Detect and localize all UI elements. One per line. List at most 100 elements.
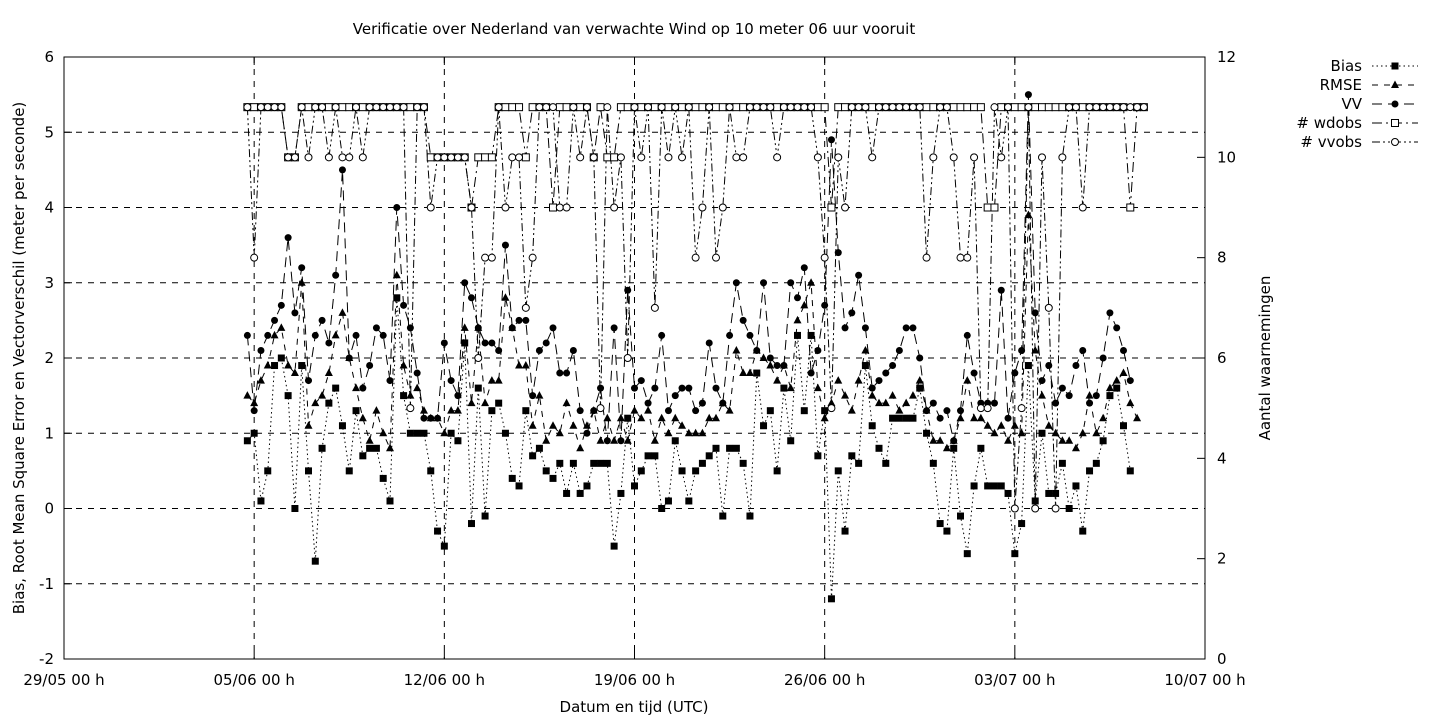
point-vv: [814, 346, 822, 354]
point-wdobs: [610, 153, 619, 162]
point-rmse: [419, 406, 428, 414]
point-bias: [495, 399, 503, 407]
legend-marker-vv: [1391, 100, 1399, 108]
point-vv: [855, 271, 863, 279]
point-vvobs: [766, 103, 775, 112]
point-wdobs: [827, 203, 836, 212]
point-vvobs: [1065, 103, 1074, 112]
point-vv: [1126, 377, 1134, 385]
point-vv: [902, 324, 910, 332]
y2-tick-label: 0: [1217, 650, 1227, 668]
y2-tick-label: 10: [1217, 148, 1236, 166]
point-vv: [732, 279, 740, 287]
point-bias: [454, 437, 462, 445]
point-vv: [868, 384, 876, 392]
point-rmse: [875, 398, 883, 407]
point-vv: [1079, 346, 1087, 354]
x-tick-label: 26/06 00 h: [784, 671, 865, 689]
point-bias: [644, 452, 652, 460]
point-bias: [576, 489, 584, 497]
point-vvobs: [976, 404, 985, 413]
point-rmse: [868, 391, 877, 399]
point-vvobs: [983, 404, 992, 413]
point-vv: [420, 414, 428, 422]
point-bias: [1058, 459, 1066, 467]
point-rmse: [1024, 210, 1033, 219]
point-bias: [291, 505, 299, 512]
point-rmse: [997, 421, 1006, 429]
point-vv: [345, 354, 353, 362]
point-rmse: [318, 391, 327, 399]
series-line-bias: [247, 297, 1131, 599]
point-bias: [508, 474, 516, 482]
y-tick-label: 6: [44, 48, 54, 66]
point-vvobs: [494, 103, 503, 112]
point-bias: [556, 459, 564, 467]
point-rmse: [745, 368, 754, 377]
point-wdobs: [963, 103, 972, 112]
point-bias: [420, 429, 428, 437]
point-bias: [861, 362, 869, 370]
point-bias: [678, 467, 686, 475]
point-rmse: [854, 376, 863, 384]
point-rmse: [1112, 376, 1121, 384]
y-tick-label: -1: [39, 575, 54, 593]
point-vv: [943, 407, 951, 415]
point-vvobs: [1105, 103, 1114, 112]
point-rmse: [990, 428, 999, 437]
point-bias: [1024, 362, 1032, 370]
point-vv: [719, 399, 727, 407]
point-vv: [556, 369, 564, 377]
point-wdobs: [956, 103, 965, 112]
point-rmse: [759, 353, 768, 361]
point-rmse: [535, 391, 544, 399]
point-vv: [800, 264, 808, 272]
point-vvobs: [800, 103, 809, 112]
legend-label-rmse: RMSE: [1320, 76, 1362, 94]
point-vvobs: [515, 153, 524, 162]
point-vv: [305, 377, 312, 385]
point-rmse: [576, 443, 585, 452]
point-vvobs: [827, 404, 836, 413]
point-wdobs: [549, 203, 557, 212]
point-wdobs: [345, 103, 354, 112]
point-vv: [332, 271, 340, 279]
point-rmse: [542, 436, 551, 444]
point-bias: [787, 437, 795, 445]
point-vvobs: [678, 153, 687, 162]
point-bias: [936, 520, 944, 528]
point-vvobs: [467, 203, 476, 212]
point-vv: [284, 234, 292, 242]
grid-lines: [64, 57, 1205, 659]
point-rmse: [705, 413, 714, 422]
point-bias: [597, 459, 605, 467]
point-vv: [325, 339, 333, 347]
point-bias: [1011, 550, 1019, 558]
legend-marker-rmse: [1391, 80, 1399, 88]
point-rmse: [902, 398, 911, 407]
point-vvobs: [718, 203, 727, 212]
point-bias: [1079, 527, 1087, 535]
point-vvobs: [875, 103, 883, 112]
point-bias: [379, 474, 387, 482]
point-vv: [318, 316, 326, 324]
point-vv: [597, 384, 605, 392]
point-vv: [1099, 354, 1107, 362]
point-bias: [637, 467, 645, 475]
point-wdobs: [426, 153, 435, 162]
point-bias: [271, 362, 279, 370]
point-bias: [366, 444, 374, 452]
point-rmse: [487, 376, 496, 384]
point-vvobs: [1119, 103, 1128, 112]
point-vv: [841, 324, 849, 332]
point-bias: [726, 444, 734, 452]
point-vv: [447, 377, 455, 385]
point-bias: [821, 407, 829, 415]
point-rmse: [528, 421, 537, 429]
point-bias: [1113, 384, 1121, 392]
point-rmse: [386, 443, 394, 452]
point-vvobs: [338, 153, 347, 162]
point-bias: [406, 429, 414, 437]
point-bias: [427, 467, 435, 475]
point-vvobs: [352, 103, 361, 112]
